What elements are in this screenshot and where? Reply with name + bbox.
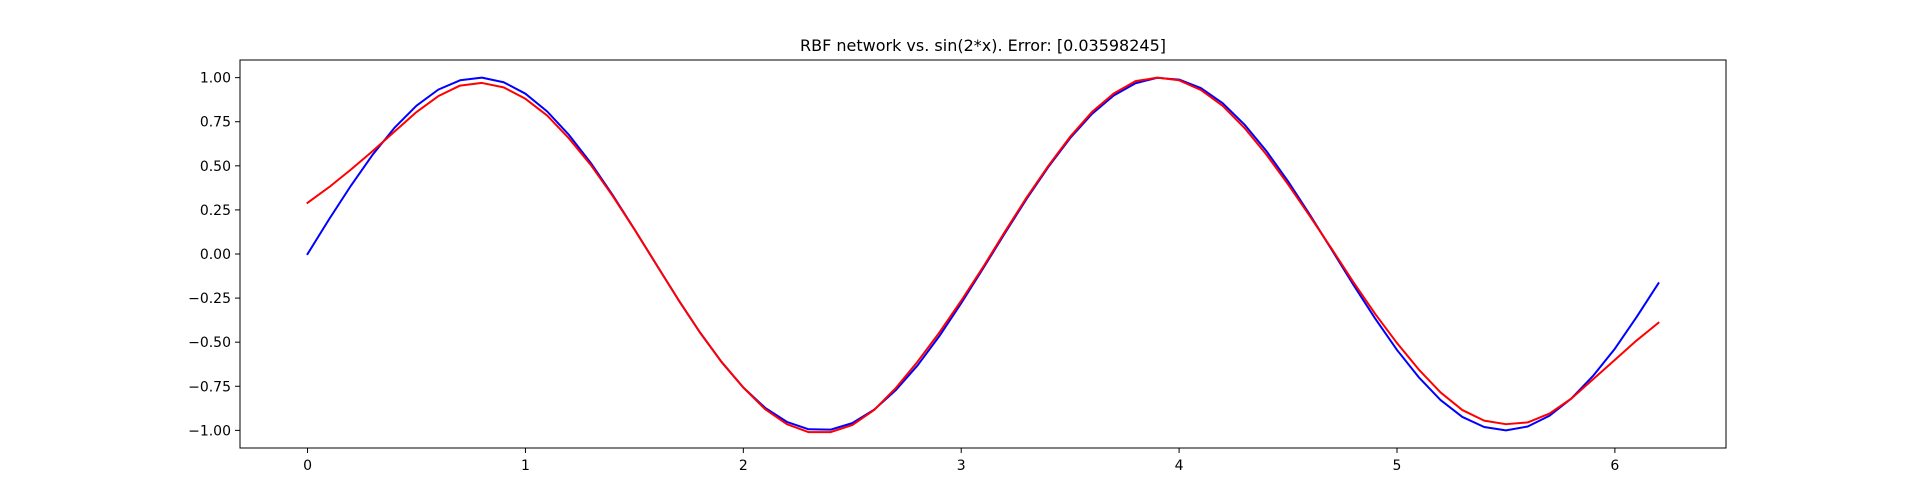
y-tick-label: 0.75 xyxy=(200,115,231,131)
x-tick-label: 2 xyxy=(739,458,748,474)
y-tick-label: 0.00 xyxy=(200,247,231,263)
x-tick-label: 5 xyxy=(1393,458,1402,474)
series-line-2 xyxy=(306,76,1660,434)
chart-title: RBF network vs. sin(2*x). Error: [0.0359… xyxy=(800,36,1166,55)
plot-area: 0 1 2 3 4 5 6 1.00 0.75 0.50 0.25 0.00 −0.25 −0.50 −0… xyxy=(188,59,1727,474)
x-tick-label: 6 xyxy=(1610,458,1619,474)
y-tick-label: 1.00 xyxy=(200,71,231,87)
y-tick-label: −0.50 xyxy=(188,335,231,351)
y-tick-label: −0.25 xyxy=(188,291,231,307)
x-axis: 0 1 2 3 4 5 6 xyxy=(303,448,1619,474)
x-tick-label: 1 xyxy=(521,458,530,474)
y-tick-label: −1.00 xyxy=(188,423,231,439)
y-axis: 1.00 0.75 0.50 0.25 0.00 −0.25 −0.50 −0.75 −1.00 xyxy=(188,71,240,439)
series-layer xyxy=(306,76,1660,434)
x-tick-label: 0 xyxy=(303,458,312,474)
x-tick-label: 4 xyxy=(1175,458,1184,474)
y-tick-label: −0.75 xyxy=(188,379,231,395)
y-tick-label: 0.50 xyxy=(200,159,231,175)
x-tick-label: 3 xyxy=(957,458,966,474)
y-tick-label: 0.25 xyxy=(200,203,231,219)
